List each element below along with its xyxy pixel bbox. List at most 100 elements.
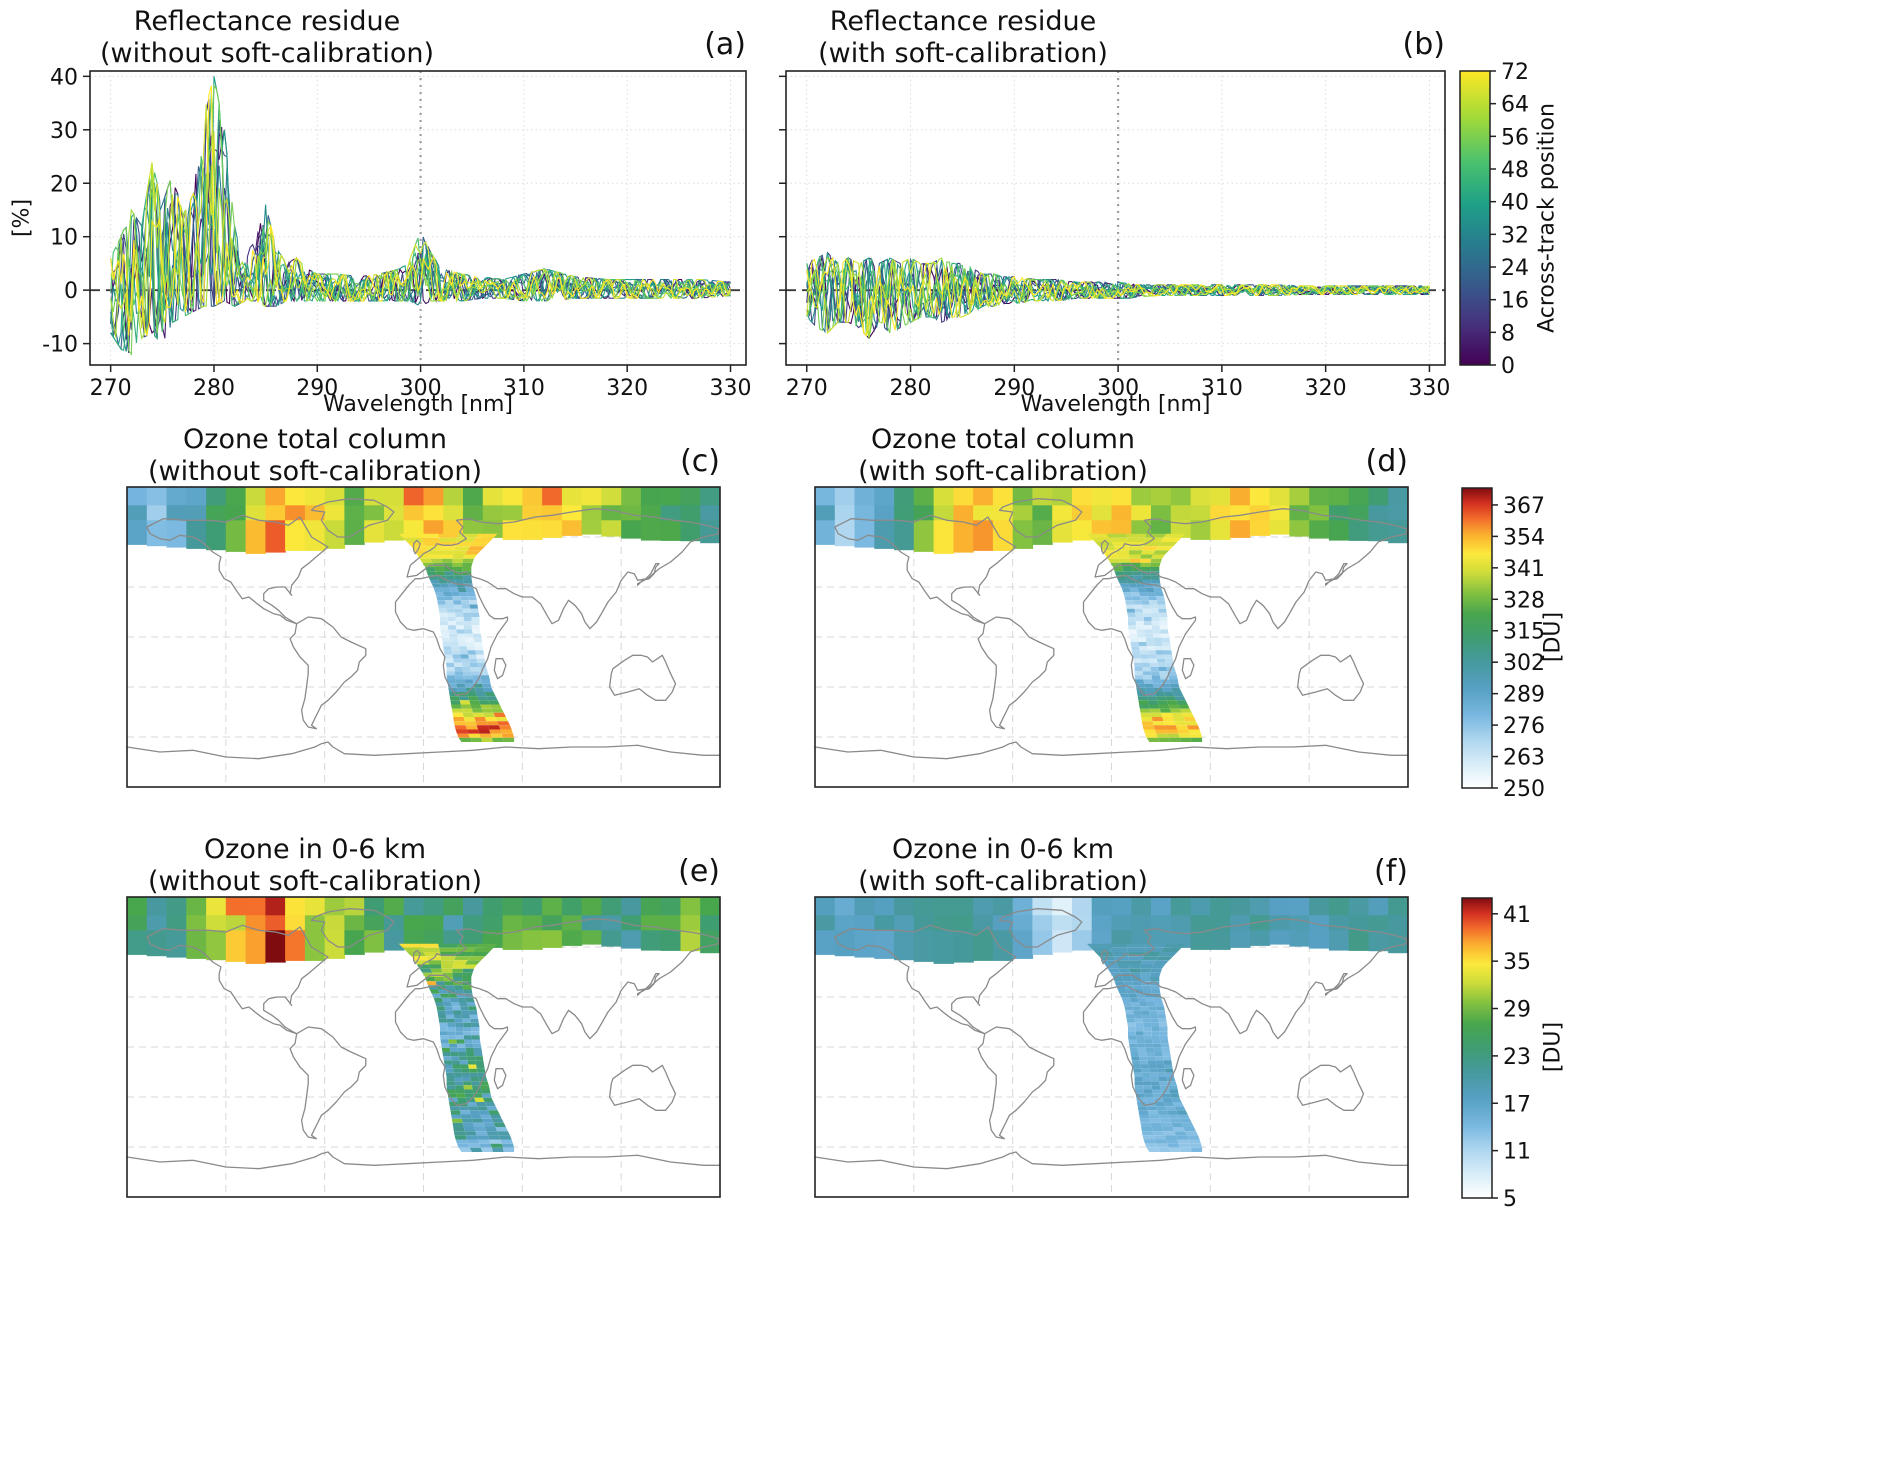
panel-f-title: Ozone in 0-6 km (with soft-calibration): [803, 834, 1203, 898]
panel-b-label: (b): [1402, 27, 1445, 62]
tick-label: 354: [1503, 525, 1545, 550]
series-line: [806, 256, 1430, 337]
panel-e-title-line1: Ozone in 0-6 km: [203, 834, 427, 865]
tick-label: 64: [1501, 93, 1529, 118]
coastline: [834, 514, 1017, 625]
colorbar-ozone-total-label: [DU]: [1540, 611, 1566, 663]
coastline: [289, 616, 367, 730]
colorbar-track-label: Across-track position: [1534, 103, 1560, 333]
panel-f-label: (f): [1374, 854, 1408, 889]
coastline: [310, 498, 395, 538]
panel-e-title: Ozone in 0-6 km (without soft-calibratio…: [115, 834, 515, 898]
coastline: [834, 924, 1017, 1035]
tick-label: 330: [710, 376, 752, 401]
tick-label: 29: [1503, 998, 1531, 1023]
line-panel-b: [779, 70, 1446, 372]
coastline: [289, 1026, 367, 1140]
panel-c-title: Ozone total column (without soft-calibra…: [115, 424, 515, 488]
tick-label: 17: [1503, 1092, 1531, 1117]
tick-label: 270: [786, 376, 828, 401]
series-line: [110, 162, 731, 340]
tick-label: 41: [1503, 903, 1531, 928]
tick-label: 263: [1503, 746, 1545, 771]
panel-d-label: (d): [1365, 444, 1408, 479]
tick-label: 40: [1501, 191, 1529, 216]
tick-label: 250: [1503, 777, 1545, 802]
tick-label: 310: [1201, 376, 1243, 401]
tick-label: 5: [1503, 1187, 1517, 1212]
map-panel-d: [814, 486, 1409, 788]
coastline: [636, 973, 660, 996]
tick-label: 320: [606, 376, 648, 401]
coastline: [310, 908, 395, 948]
series-line: [806, 256, 1430, 338]
panel-e-label: (e): [678, 854, 720, 889]
coastline: [1100, 949, 1109, 965]
tick-label: 341: [1503, 557, 1545, 582]
map-panel-c: [126, 486, 721, 788]
tick-label: 270: [90, 376, 132, 401]
coastline: [815, 741, 1408, 760]
tick-label: 40: [50, 65, 78, 90]
panel-e-title-line2: (without soft-calibration): [148, 866, 482, 897]
colorbar-ozone-low-label: [DU]: [1540, 1021, 1566, 1073]
tick-label: 10: [50, 226, 78, 251]
coastline: [1082, 984, 1197, 1106]
tick-label: 24: [1501, 256, 1529, 281]
tick-label: 302: [1503, 651, 1545, 676]
coastline: [608, 654, 677, 701]
tick-label: 328: [1503, 588, 1545, 613]
tick-label: 315: [1503, 620, 1545, 645]
panel-a-label: (a): [704, 27, 746, 62]
coastline: [1082, 574, 1197, 696]
panel-c-title-line2: (without soft-calibration): [148, 456, 482, 487]
coastline: [412, 949, 421, 965]
colorbar-grad-du-low: [1461, 897, 1493, 1199]
tick-label: 320: [1305, 376, 1347, 401]
tick-label: 72: [1501, 60, 1529, 85]
series-line: [110, 85, 731, 336]
coastline: [977, 616, 1055, 730]
x-axis-label-a: Wavelength [nm]: [322, 392, 514, 417]
coastline: [394, 984, 509, 1106]
tick-label: 30: [50, 119, 78, 144]
panel-a-title-line1: Reflectance residue: [133, 6, 401, 37]
panel-b-title-line2: (with soft-calibration): [818, 38, 1108, 69]
coastline: [977, 1026, 1055, 1140]
series-line: [806, 258, 1430, 337]
coastline: [127, 1151, 720, 1170]
tick-label: 0: [64, 279, 78, 304]
coastline: [493, 658, 507, 680]
panel-b-title-line1: Reflectance residue: [829, 6, 1097, 37]
panel-f-title-line1: Ozone in 0-6 km: [891, 834, 1115, 865]
tick-label: 300: [1097, 376, 1139, 401]
panel-d-title-line1: Ozone total column: [871, 424, 1135, 455]
coastline: [1296, 654, 1365, 701]
tick-label: 56: [1501, 125, 1529, 150]
panel-a-title-line2: (without soft-calibration): [100, 38, 434, 69]
tick-label: 16: [1501, 289, 1529, 314]
panel-a-title: Reflectance residue (without soft-calibr…: [67, 6, 467, 70]
tick-label: 48: [1501, 158, 1529, 183]
tick-label: 367: [1503, 494, 1545, 519]
tick-label: 276: [1503, 714, 1545, 739]
coastline: [998, 498, 1083, 538]
coastline: [412, 539, 421, 555]
colorbar-grad-du-total: [1461, 487, 1493, 789]
y-axis-label-percent: [%]: [9, 198, 35, 238]
coastline: [394, 574, 509, 696]
coastline: [146, 514, 329, 625]
series-line: [110, 104, 732, 329]
series-line: [110, 91, 731, 333]
coastline: [636, 563, 660, 586]
panel-d-title-line2: (with soft-calibration): [858, 456, 1148, 487]
panel-b-title: Reflectance residue (with soft-calibrati…: [763, 6, 1163, 70]
coastline: [1324, 563, 1348, 586]
coastline: [608, 1064, 677, 1111]
tick-label: 310: [503, 376, 545, 401]
coastline: [1324, 973, 1348, 996]
tick-label: 20: [50, 172, 78, 197]
coastline: [493, 1068, 507, 1090]
tick-label: 330: [1408, 376, 1450, 401]
